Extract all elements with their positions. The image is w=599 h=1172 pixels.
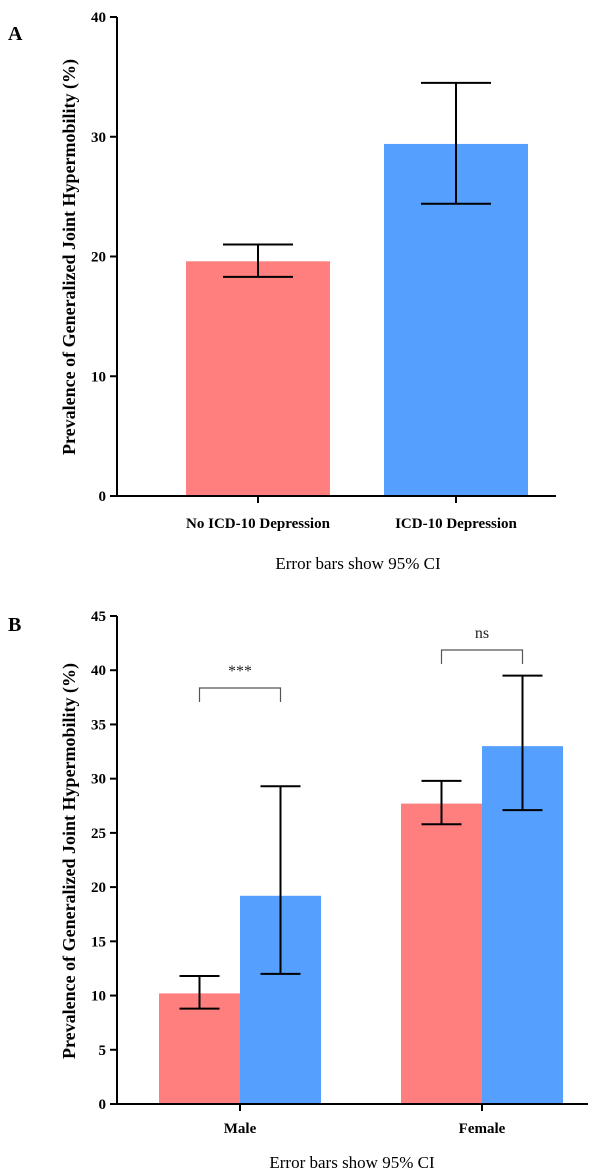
panel-a: A Prevalence of Generalized Joint Hyperm…	[8, 10, 556, 573]
panel-b-y-tick-label: 35	[91, 717, 106, 733]
panel-b-x-category-label: Female	[459, 1121, 506, 1137]
panel-b-y-tick-label: 20	[91, 880, 106, 896]
panel-a-y-tick-label: 40	[91, 10, 106, 26]
error-bar-2	[421, 81, 491, 205]
panel-a-y-tick-label: 30	[91, 130, 106, 146]
panel-b-y-tick-label: 40	[91, 663, 106, 679]
panel-b-y-tick-label: 5	[99, 1043, 107, 1059]
error-bar-male-series-1	[179, 975, 220, 1010]
panel-a-x-category-label: No ICD-10 Depression	[186, 516, 331, 532]
panel-a-note: Error bars show 95% CI	[275, 554, 441, 573]
panel-a-y-tick-label: 0	[99, 489, 107, 505]
panel-b-x-category-label: Male	[224, 1121, 257, 1137]
panel-a-y-axis-label: Prevalence of Generalized Joint Hypermob…	[59, 59, 80, 455]
significance-label-male: ***	[228, 663, 252, 680]
significance-bracket-female	[440, 649, 524, 664]
panel-a-y-tick-label: 20	[91, 250, 106, 266]
panel-b-y-tick-label: 10	[91, 989, 106, 1005]
panel-a-letter: A	[8, 23, 23, 45]
error-bar-female-series-1	[421, 779, 462, 826]
panel-b-y-tick-label: 0	[99, 1097, 107, 1113]
panel-b: B Prevalence of Generalized Joint Hyperm…	[8, 609, 588, 1172]
panel-b-y-axis-label: Prevalence of Generalized Joint Hypermob…	[59, 663, 80, 1059]
error-bar-1	[223, 243, 293, 278]
bar-female-series-1	[401, 803, 482, 1104]
bar-male-series-1	[159, 993, 240, 1104]
significance-label-female: ns	[475, 625, 489, 642]
bar-no-icd-10-depression	[186, 261, 330, 496]
error-bar-female-series-2	[502, 674, 543, 812]
panel-a-y-tick-label: 10	[91, 369, 106, 385]
significance-bracket-male	[198, 687, 282, 702]
panel-b-y-tick-label: 45	[91, 609, 106, 625]
panel-a-x-category-label: ICD-10 Depression	[395, 516, 517, 532]
error-bar-male-series-2	[260, 785, 301, 975]
panel-b-y-tick-label: 30	[91, 772, 106, 788]
panel-b-letter: B	[8, 614, 21, 636]
panel-b-y-tick-label: 15	[91, 934, 106, 950]
panel-b-note: Error bars show 95% CI	[269, 1153, 435, 1172]
panel-b-y-tick-label: 25	[91, 826, 106, 842]
